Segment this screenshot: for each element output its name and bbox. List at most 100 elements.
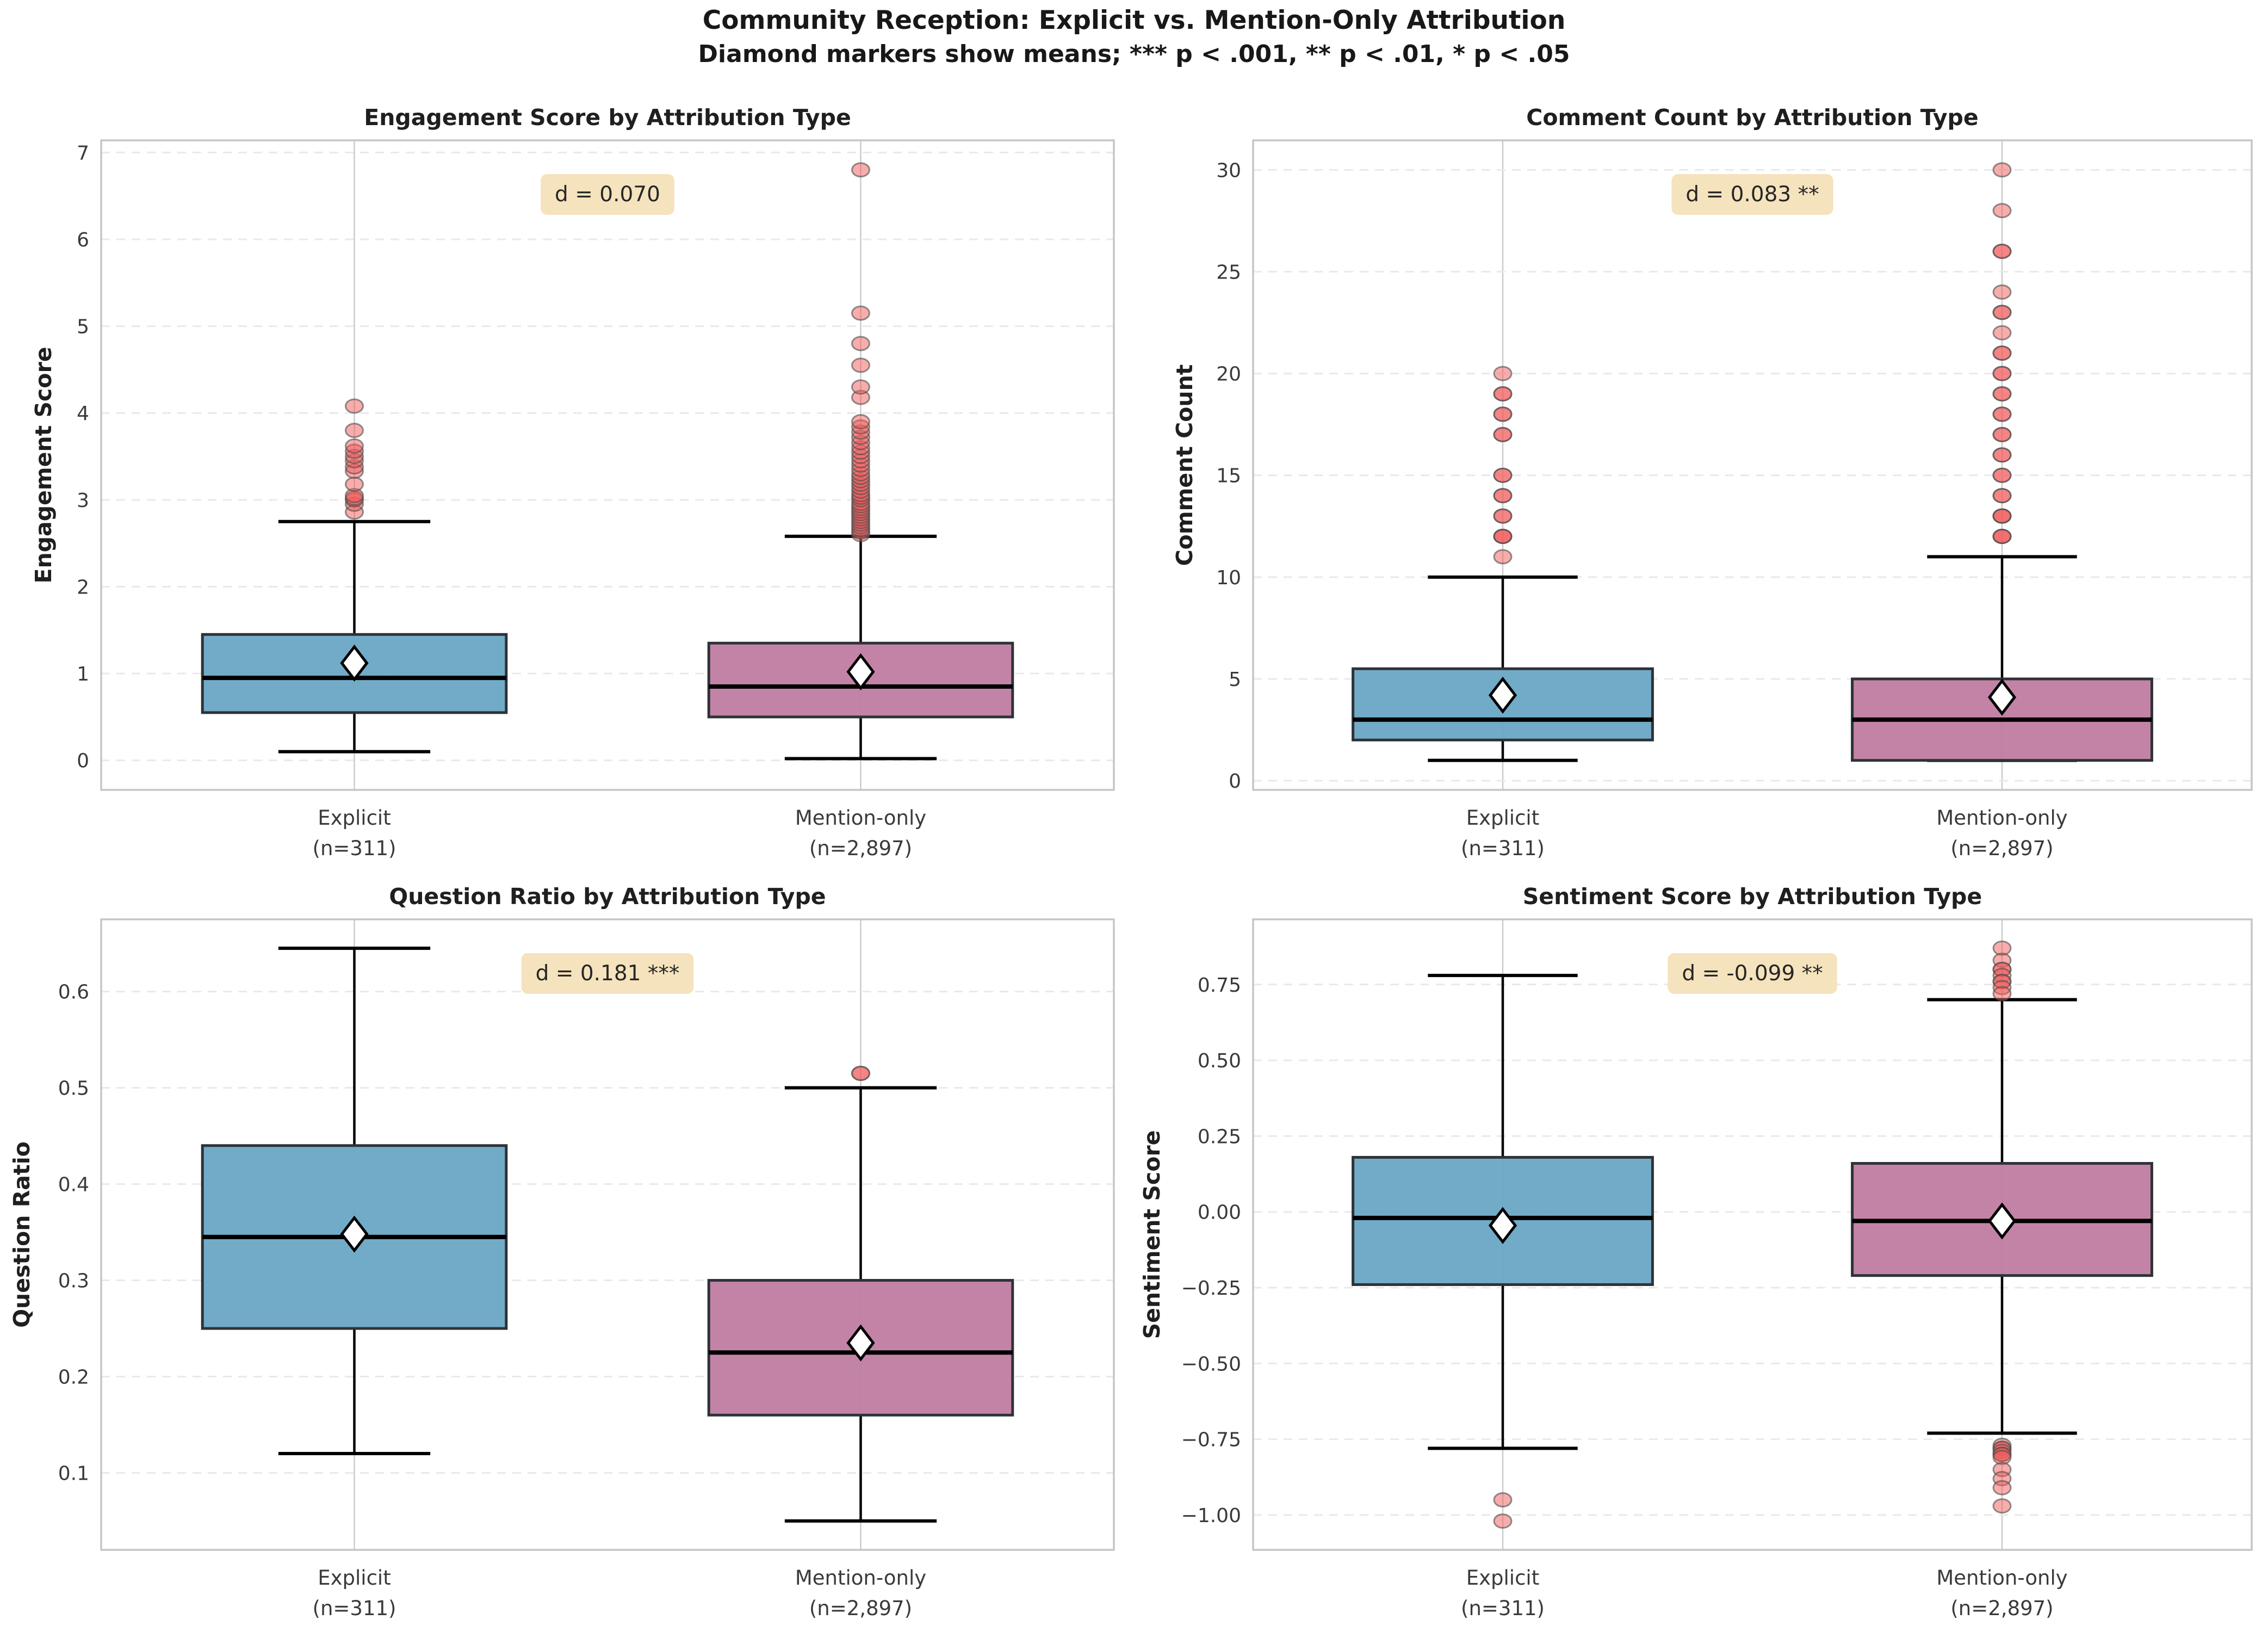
annotation-background bbox=[1668, 953, 1837, 994]
annotation-background bbox=[541, 174, 674, 215]
outlier-point bbox=[1992, 243, 2012, 259]
panel-question-ratio: Explicit (n=311) Mention-only (n=2,897) 0.1 0… bbox=[9, 883, 1115, 1620]
outlier-point bbox=[1992, 467, 2012, 483]
outlier-point bbox=[1992, 284, 2012, 300]
outlier-point bbox=[851, 414, 870, 430]
y-tick-label: 0.1 bbox=[58, 1462, 89, 1485]
outlier-point bbox=[1992, 325, 2012, 341]
effect-size-annotation: d = 0.083 ** bbox=[1685, 182, 1819, 207]
panel-title: Comment Count by Attribution Type bbox=[1526, 104, 1978, 131]
outlier-point bbox=[1493, 366, 1513, 381]
outlier-point bbox=[1992, 386, 2012, 401]
x-tick-label: Explicit bbox=[318, 1566, 391, 1590]
outlier-point bbox=[851, 336, 870, 351]
mean-diamond bbox=[846, 653, 875, 691]
annotation-background bbox=[1671, 174, 1833, 215]
y-tick-label: 0.75 bbox=[1198, 974, 1241, 997]
mean-diamond bbox=[340, 1215, 369, 1253]
outlier-point bbox=[1992, 305, 2012, 320]
outlier-point bbox=[1992, 986, 2012, 1002]
x-tick-label: Explicit bbox=[1466, 1566, 1539, 1590]
x-tick-sublabel: (n=2,897) bbox=[809, 1597, 912, 1620]
boxplot-mention-only bbox=[707, 162, 1014, 761]
panel-title: Question Ratio by Attribution Type bbox=[389, 883, 826, 910]
outlier-point bbox=[1992, 1498, 2012, 1514]
y-tick-label: −1.00 bbox=[1181, 1505, 1241, 1527]
x-tick-sublabel: (n=2,897) bbox=[1950, 1597, 2053, 1620]
y-tick-label: −0.75 bbox=[1181, 1429, 1241, 1451]
y-tick-label: 30 bbox=[1216, 159, 1241, 182]
outlier-point bbox=[1493, 529, 1513, 545]
outlier-point bbox=[1493, 386, 1513, 401]
y-tick-label: 7 bbox=[77, 142, 89, 164]
boxplot-explicit bbox=[201, 398, 508, 753]
panel-engagement: Explicit (n=311) Mention-only (n=2,897) 0 1 2 3… bbox=[30, 104, 1115, 860]
y-tick-label: 25 bbox=[1216, 261, 1241, 283]
outlier-point bbox=[851, 162, 870, 178]
y-tick-label: 0.3 bbox=[58, 1270, 89, 1293]
outlier-point bbox=[1992, 488, 2012, 504]
outlier-point bbox=[1493, 549, 1513, 565]
outlier-point bbox=[1992, 162, 2012, 178]
y-tick-label: 15 bbox=[1216, 465, 1241, 487]
y-tick-label: 0 bbox=[1229, 770, 1241, 793]
annotation-background bbox=[521, 953, 694, 994]
y-tick-label: 0 bbox=[77, 750, 89, 772]
outlier-point bbox=[1992, 529, 2012, 545]
outlier-point bbox=[1992, 345, 2012, 361]
outlier-point bbox=[1992, 203, 2012, 219]
x-tick-sublabel: (n=2,897) bbox=[809, 837, 912, 860]
outlier-point bbox=[345, 398, 364, 414]
outlier-point bbox=[1493, 488, 1513, 504]
y-tick-label: 0.50 bbox=[1198, 1050, 1241, 1072]
x-tick-label: Mention-only bbox=[1936, 1566, 2067, 1590]
y-tick-label: 0.2 bbox=[58, 1366, 89, 1388]
mean-diamond bbox=[1987, 1202, 2017, 1240]
panel-sentiment: Explicit (n=311) Mention-only (n=2,897) −1.0… bbox=[1139, 883, 2253, 1620]
y-tick-label: 0.25 bbox=[1198, 1126, 1241, 1148]
x-tick-label: Mention-only bbox=[1936, 806, 2067, 830]
outlier-point bbox=[1992, 366, 2012, 381]
outlier-point bbox=[851, 357, 870, 373]
outlier-point bbox=[1493, 508, 1513, 524]
axes-frame bbox=[1252, 918, 2253, 1551]
y-tick-label: 3 bbox=[77, 490, 89, 512]
outlier-point bbox=[851, 305, 870, 321]
mean-diamond bbox=[1488, 1207, 1517, 1244]
outlier-point bbox=[1493, 426, 1513, 442]
outlier-point bbox=[345, 438, 364, 454]
panel-title: Sentiment Score by Attribution Type bbox=[1523, 883, 1982, 910]
y-axis-label: Engagement Score bbox=[30, 347, 57, 584]
axes-frame bbox=[100, 139, 1115, 791]
boxplot-explicit bbox=[1352, 366, 1654, 762]
x-tick-sublabel: (n=311) bbox=[1461, 837, 1545, 860]
outlier-point bbox=[1992, 426, 2012, 442]
y-tick-label: 6 bbox=[77, 229, 89, 251]
x-tick-sublabel: (n=311) bbox=[313, 1597, 396, 1620]
outlier-point bbox=[345, 423, 364, 438]
y-axis-label: Comment Count bbox=[1172, 364, 1198, 566]
effect-size-annotation: d = 0.181 *** bbox=[536, 961, 680, 986]
y-axis-label: Question Ratio bbox=[9, 1141, 35, 1328]
panel-title: Engagement Score by Attribution Type bbox=[364, 104, 851, 131]
x-tick-label: Explicit bbox=[318, 806, 391, 830]
y-tick-label: 0.6 bbox=[58, 981, 89, 1004]
boxplot-explicit bbox=[201, 947, 508, 1456]
y-tick-label: 5 bbox=[77, 316, 89, 338]
x-tick-label: Mention-only bbox=[795, 806, 926, 830]
outlier-point bbox=[1992, 406, 2012, 422]
outlier-point bbox=[345, 477, 364, 492]
outlier-point bbox=[1992, 1480, 2012, 1495]
effect-size-annotation: d = -0.099 ** bbox=[1682, 961, 1823, 986]
outlier-point bbox=[851, 1066, 870, 1081]
axes-frame bbox=[100, 918, 1115, 1551]
outlier-point bbox=[1493, 1492, 1513, 1508]
mean-diamond bbox=[846, 1324, 875, 1362]
y-tick-label: 0.4 bbox=[58, 1174, 89, 1196]
mean-diamond bbox=[1987, 678, 2017, 716]
outlier-point bbox=[1992, 447, 2012, 463]
panel-comment-count: Explicit (n=311) Mention-only (n=2,897) 0 5 10… bbox=[1172, 104, 2253, 860]
y-tick-label: 10 bbox=[1216, 567, 1241, 589]
